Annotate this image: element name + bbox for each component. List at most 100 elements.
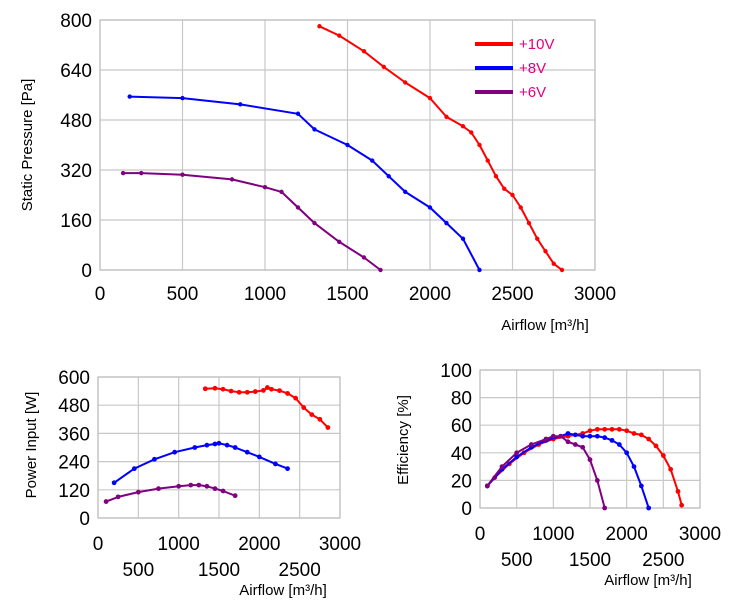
data-point bbox=[616, 426, 622, 432]
data-point bbox=[317, 416, 323, 422]
data-point bbox=[103, 499, 109, 504]
x-tick-label: 2500 bbox=[279, 560, 321, 581]
data-point bbox=[312, 127, 317, 132]
efficiency-chart: 020406080100050010001500200025003000Airf… bbox=[395, 361, 721, 589]
data-point bbox=[550, 433, 556, 439]
data-point bbox=[543, 249, 548, 254]
x-tick-label: 0 bbox=[95, 284, 106, 305]
x-tick-label: 2500 bbox=[642, 550, 684, 571]
x-tick-label: 3000 bbox=[679, 524, 721, 545]
data-point bbox=[535, 236, 540, 241]
data-point bbox=[317, 24, 322, 29]
y-tick-label: 40 bbox=[451, 444, 472, 465]
data-point bbox=[502, 186, 507, 191]
plot-frame bbox=[99, 19, 596, 271]
y-tick-label: 480 bbox=[60, 111, 92, 132]
data-point bbox=[477, 142, 482, 148]
data-point bbox=[631, 431, 637, 436]
series-line-1 bbox=[486, 432, 650, 509]
data-point bbox=[212, 385, 218, 391]
data-point bbox=[381, 64, 386, 70]
data-point bbox=[660, 453, 666, 458]
data-point bbox=[493, 174, 499, 179]
data-point bbox=[229, 177, 235, 182]
y-tick-label: 80 bbox=[451, 389, 472, 410]
x-tick-label: 1000 bbox=[244, 284, 286, 305]
x-tick-label: 500 bbox=[501, 550, 533, 571]
x-tick-label: 1500 bbox=[569, 550, 611, 571]
data-point bbox=[204, 442, 210, 448]
data-point bbox=[499, 464, 505, 469]
data-point bbox=[260, 387, 266, 393]
data-point bbox=[196, 482, 202, 488]
y-tick-label: 640 bbox=[60, 61, 92, 82]
x-tick-label: 1000 bbox=[532, 524, 574, 545]
data-point bbox=[558, 433, 564, 439]
data-point bbox=[176, 483, 182, 489]
y-tick-label: 480 bbox=[58, 396, 90, 417]
x-tick-label: 2000 bbox=[606, 524, 648, 545]
data-point bbox=[312, 220, 317, 226]
data-point bbox=[244, 389, 250, 395]
y-tick-label: 60 bbox=[451, 416, 472, 437]
data-point bbox=[551, 261, 556, 266]
data-point bbox=[514, 450, 520, 456]
data-point bbox=[638, 483, 644, 489]
plot-frame bbox=[97, 376, 341, 519]
series-line-1 bbox=[113, 442, 288, 484]
y-tick-label: 100 bbox=[440, 361, 472, 382]
y-tick-label: 0 bbox=[461, 499, 472, 520]
y-tick-label: 160 bbox=[60, 211, 92, 232]
x-tick-label: 2500 bbox=[491, 284, 533, 305]
x-axis-label: Airflow [m³/h] bbox=[239, 582, 327, 599]
data-point bbox=[204, 483, 210, 489]
data-point bbox=[172, 449, 178, 455]
plot-frame bbox=[479, 369, 701, 509]
data-point bbox=[188, 482, 194, 488]
legend-label: +8V bbox=[519, 60, 546, 77]
data-point bbox=[131, 466, 137, 472]
data-point bbox=[602, 426, 608, 432]
y-tick-label: 20 bbox=[451, 471, 472, 492]
data-point bbox=[602, 505, 608, 511]
data-point bbox=[293, 395, 299, 401]
data-point bbox=[477, 267, 482, 273]
data-point bbox=[256, 454, 262, 460]
series-line-2 bbox=[486, 435, 606, 509]
data-point bbox=[427, 95, 433, 101]
data-point bbox=[565, 431, 571, 436]
data-point bbox=[616, 442, 622, 447]
series-line-2 bbox=[123, 172, 382, 271]
data-point bbox=[444, 220, 449, 226]
data-point bbox=[252, 389, 258, 394]
data-point bbox=[609, 426, 615, 432]
y-tick-label: 600 bbox=[58, 368, 90, 389]
data-point bbox=[403, 189, 408, 195]
data-point bbox=[295, 205, 301, 210]
data-point bbox=[337, 239, 342, 245]
data-point bbox=[301, 405, 307, 410]
data-point bbox=[559, 267, 565, 273]
data-point bbox=[345, 142, 350, 148]
y-tick-label: 320 bbox=[60, 161, 92, 182]
data-point bbox=[220, 386, 226, 392]
data-point bbox=[469, 130, 474, 135]
legend-label: +10V bbox=[519, 36, 554, 53]
data-point bbox=[265, 385, 270, 390]
data-point bbox=[156, 486, 161, 492]
data-point bbox=[180, 172, 185, 177]
data-point bbox=[279, 189, 284, 195]
series-line-0 bbox=[319, 25, 563, 271]
static-pressure-chart: 0 160 320 480 640 800 0 500 1000 1500 2000 2500 3000… bbox=[19, 11, 616, 334]
x-tick-label: 1500 bbox=[198, 560, 240, 581]
x-tick-label: 0 bbox=[93, 534, 104, 555]
y-tick-label: 800 bbox=[60, 11, 92, 32]
x-tick-label: 2000 bbox=[238, 534, 280, 555]
data-point bbox=[646, 436, 652, 442]
data-point bbox=[127, 94, 132, 99]
x-tick-label: 500 bbox=[122, 560, 154, 581]
data-point bbox=[120, 170, 126, 176]
data-point bbox=[269, 386, 274, 392]
data-point bbox=[212, 486, 218, 492]
